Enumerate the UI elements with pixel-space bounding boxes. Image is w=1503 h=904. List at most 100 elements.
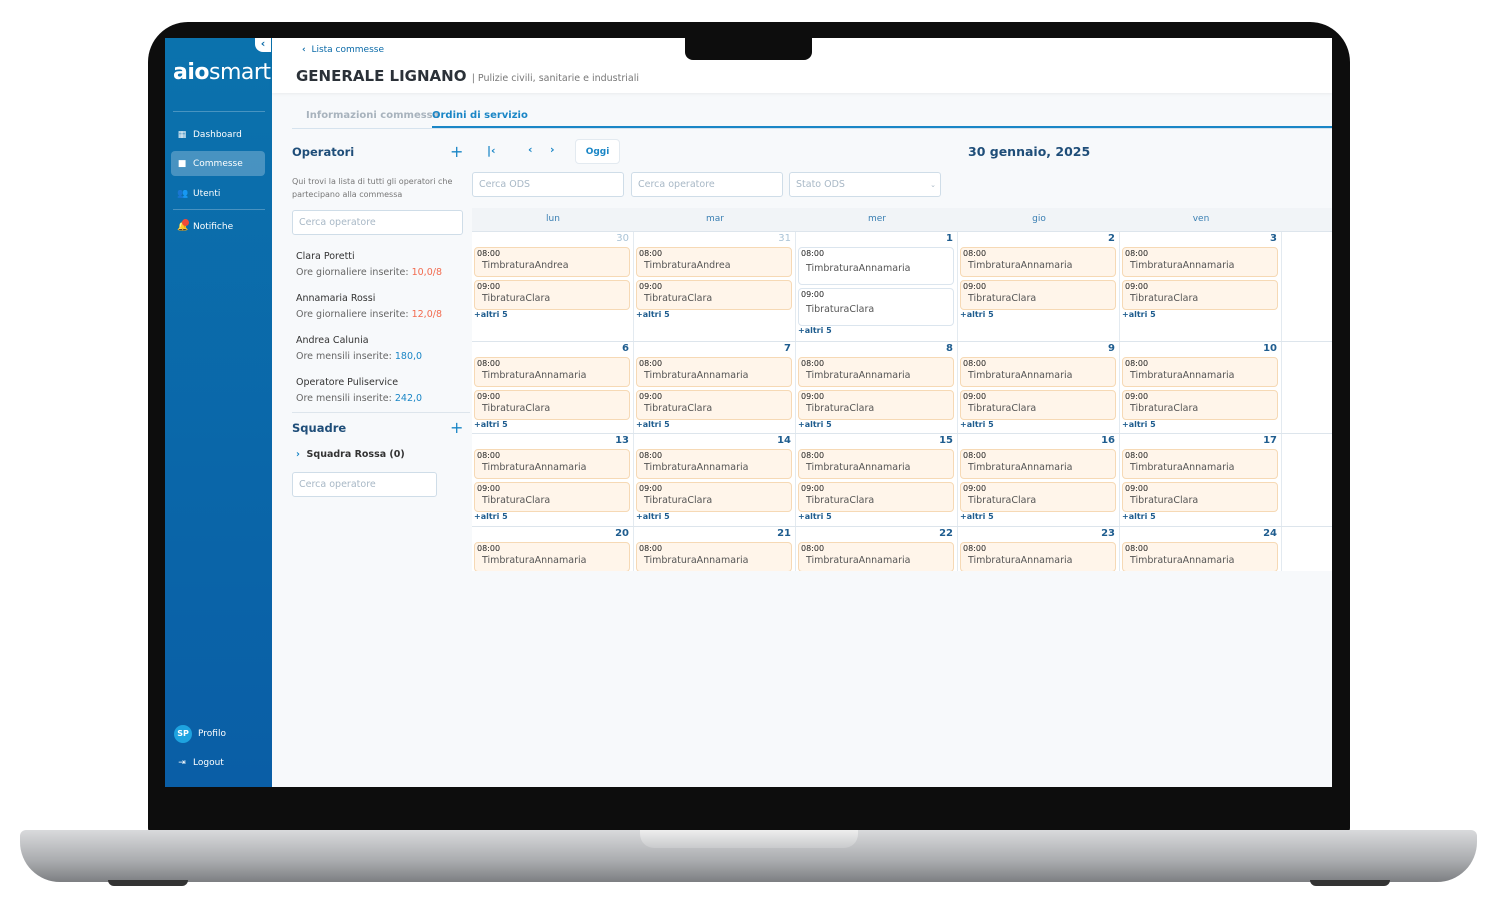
calendar-event[interactable]: 08:00 TimbraturaAndrea — [474, 247, 630, 277]
calendar-day-cell[interactable]: 31 08:00 TimbraturaAndrea 09:00 TibraturaCla… — [634, 232, 796, 341]
calendar-event[interactable]: 09:00 TibraturaClara — [474, 390, 630, 420]
more-events-link[interactable]: +altri 5 — [798, 420, 832, 429]
sidebar-item-commesse[interactable]: ■ Commesse — [171, 151, 265, 176]
calendar-event[interactable]: 08:00 TimbraturaAndrea — [636, 247, 792, 277]
calendar-event[interactable]: 09:00 TibraturaClara — [960, 390, 1116, 420]
calendar-day-cell[interactable]: 9 08:00 TimbraturaAnnamaria 09:00 TibraturaC… — [958, 342, 1120, 433]
calendar-day-cell[interactable]: 1 08:00 TimbraturaAnnamaria 09:00 TibraturaC… — [796, 232, 958, 341]
sidebar-item-dashboard[interactable]: ▦ Dashboard — [171, 122, 265, 147]
calendar-event[interactable]: 08:00 TimbraturaAnnamaria — [960, 542, 1116, 571]
operator-item[interactable]: Clara Poretti Ore giornaliere inserite: 1… — [296, 249, 442, 281]
calendar-event[interactable]: 09:00 TibraturaClara — [1122, 280, 1278, 310]
tab-ordini-di-servizio[interactable]: Ordini di servizio — [432, 110, 528, 121]
calendar-day-cell[interactable]: 20 08:00 TimbraturaAnnamaria — [472, 527, 634, 571]
more-events-link[interactable]: +altri 5 — [474, 512, 508, 521]
more-events-link[interactable]: +altri 5 — [960, 310, 994, 319]
calendar-event[interactable]: 09:00 TibraturaClara — [960, 482, 1116, 512]
calendar-event[interactable]: 09:00 TibraturaClara — [1122, 390, 1278, 420]
add-operator-button[interactable]: + — [450, 142, 464, 161]
calendar-day-cell[interactable]: 14 08:00 TimbraturaAnnamaria 09:00 Tibratura… — [634, 434, 796, 526]
chevron-left-icon[interactable]: ‹ — [255, 38, 271, 52]
calendar-event[interactable]: 08:00 TimbraturaAnnamaria — [798, 357, 954, 387]
today-button[interactable]: Oggi — [575, 139, 620, 164]
calendar-event[interactable]: 08:00 TimbraturaAnnamaria — [474, 542, 630, 571]
calendar-day-cell[interactable]: 23 08:00 TimbraturaAnnamaria — [958, 527, 1120, 571]
calendar-event[interactable]: 09:00 TibraturaClara — [798, 288, 954, 326]
ods-status-select[interactable]: Stato ODS ⌄ — [789, 172, 941, 197]
calendar-day-cell[interactable]: 13 08:00 TimbraturaAnnamaria 09:00 Tibratura… — [472, 434, 634, 526]
team-item[interactable]: › Squadra Rossa (0) — [296, 449, 405, 460]
calendar-operator-search-input[interactable]: Cerca operatore — [631, 172, 783, 197]
sidebar-item-utenti[interactable]: 👥 Utenti — [171, 181, 265, 206]
calendar-day-cell[interactable]: 15 08:00 TimbraturaAnnamaria 09:00 Tibratura… — [796, 434, 958, 526]
back-link-label: Lista commesse — [311, 45, 385, 55]
calendar-day-cell[interactable]: 8 08:00 TimbraturaAnnamaria 09:00 TibraturaC… — [796, 342, 958, 433]
more-events-link[interactable]: +altri 5 — [798, 512, 832, 521]
more-events-link[interactable]: +altri 5 — [960, 420, 994, 429]
calendar-event[interactable]: 08:00 TimbraturaAnnamaria — [636, 449, 792, 479]
calendar-event[interactable]: 08:00 TimbraturaAnnamaria — [474, 357, 630, 387]
more-events-link[interactable]: +altri 5 — [636, 310, 670, 319]
sidebar-item-notifiche[interactable]: 🔔 Notifiche — [171, 214, 265, 239]
calendar-event[interactable]: 08:00 TimbraturaAnnamaria — [636, 357, 792, 387]
add-team-button[interactable]: + — [450, 418, 464, 437]
calendar-event[interactable]: 08:00 TimbraturaAnnamaria — [960, 357, 1116, 387]
calendar-event[interactable]: 09:00 TibraturaClara — [474, 280, 630, 310]
calendar-event[interactable]: 08:00 TimbraturaAnnamaria — [960, 247, 1116, 277]
calendar-day-cell[interactable]: 2 08:00 TimbraturaAnnamaria 09:00 TibraturaC… — [958, 232, 1120, 341]
calendar-day-cell[interactable]: 17 08:00 TimbraturaAnnamaria 09:00 Tibratura… — [1120, 434, 1282, 526]
event-label: TimbraturaAnnamaria — [968, 555, 1073, 566]
more-events-link[interactable]: +altri 5 — [474, 420, 508, 429]
calendar-event[interactable]: 08:00 TimbraturaAnnamaria — [798, 449, 954, 479]
operator-item[interactable]: Operatore Puliservice Ore mensili inserit… — [296, 375, 422, 407]
profile-link[interactable]: SP Profilo — [171, 721, 265, 746]
more-events-link[interactable]: +altri 5 — [636, 512, 670, 521]
operator-item[interactable]: Andrea Calunia Ore mensili inserite: 180,… — [296, 333, 422, 365]
more-events-link[interactable]: +altri 5 — [1122, 420, 1156, 429]
operator-search-input[interactable]: Cerca operatore — [292, 210, 463, 235]
calendar-event[interactable]: 09:00 TibraturaClara — [636, 280, 792, 310]
calendar-day-cell[interactable]: 24 08:00 TimbraturaAnnamaria — [1120, 527, 1282, 571]
calendar-day-cell[interactable]: 6 08:00 TimbraturaAnnamaria 09:00 TibraturaC… — [472, 342, 634, 433]
calendar-event[interactable]: 09:00 TibraturaClara — [636, 482, 792, 512]
tab-informazioni-commessa[interactable]: Informazioni commessa — [306, 110, 440, 121]
calendar-event[interactable]: 08:00 TimbraturaAnnamaria — [1122, 542, 1278, 571]
ods-search-input[interactable]: Cerca ODS — [472, 172, 624, 197]
more-events-link[interactable]: +altri 5 — [798, 326, 832, 335]
calendar-day-cell[interactable]: 22 08:00 TimbraturaAnnamaria — [796, 527, 958, 571]
calendar-event[interactable]: 08:00 TimbraturaAnnamaria — [1122, 357, 1278, 387]
calendar-event[interactable]: 08:00 TimbraturaAnnamaria — [798, 542, 954, 571]
calendar-event[interactable]: 08:00 TimbraturaAnnamaria — [1122, 449, 1278, 479]
logout-button[interactable]: ⇥ Logout — [171, 750, 265, 775]
operator-name: Annamaria Rossi — [296, 293, 376, 304]
first-page-button[interactable]: |‹ — [487, 144, 496, 157]
calendar-event[interactable]: 08:00 TimbraturaAnnamaria — [636, 542, 792, 571]
calendar-event[interactable]: 08:00 TimbraturaAnnamaria — [1122, 247, 1278, 277]
calendar-event[interactable]: 09:00 TibraturaClara — [798, 390, 954, 420]
team-operator-search-input[interactable]: Cerca operatore — [292, 472, 437, 497]
more-events-link[interactable]: +altri 5 — [636, 420, 670, 429]
calendar-day-cell[interactable]: 3 08:00 TimbraturaAnnamaria 09:00 TibraturaC… — [1120, 232, 1282, 341]
back-link[interactable]: ‹ Lista commesse — [302, 45, 384, 55]
prev-button[interactable]: ‹ — [528, 143, 533, 156]
calendar-event[interactable]: 09:00 TibraturaClara — [474, 482, 630, 512]
more-events-link[interactable]: +altri 5 — [1122, 310, 1156, 319]
calendar-event[interactable]: 09:00 TibraturaClara — [960, 280, 1116, 310]
calendar-day-cell[interactable]: 7 08:00 TimbraturaAnnamaria 09:00 TibraturaC… — [634, 342, 796, 433]
calendar-day-cell[interactable]: 16 08:00 TimbraturaAnnamaria 09:00 Tibratura… — [958, 434, 1120, 526]
calendar-day-cell[interactable]: 30 08:00 TimbraturaAndrea 09:00 TibraturaCla… — [472, 232, 634, 341]
calendar-event[interactable]: 08:00 TimbraturaAnnamaria — [798, 247, 954, 285]
next-button[interactable]: › — [550, 143, 555, 156]
calendar-event[interactable]: 09:00 TibraturaClara — [1122, 482, 1278, 512]
calendar-event[interactable]: 09:00 TibraturaClara — [636, 390, 792, 420]
more-events-link[interactable]: +altri 5 — [960, 512, 994, 521]
more-events-link[interactable]: +altri 5 — [474, 310, 508, 319]
calendar-event[interactable]: 08:00 TimbraturaAnnamaria — [960, 449, 1116, 479]
calendar-event[interactable]: 09:00 TibraturaClara — [798, 482, 954, 512]
event-label: TimbraturaAnnamaria — [482, 462, 587, 473]
calendar-day-cell[interactable]: 21 08:00 TimbraturaAnnamaria — [634, 527, 796, 571]
calendar-event[interactable]: 08:00 TimbraturaAnnamaria — [474, 449, 630, 479]
more-events-link[interactable]: +altri 5 — [1122, 512, 1156, 521]
calendar-day-cell[interactable]: 10 08:00 TimbraturaAnnamaria 09:00 Tibratura… — [1120, 342, 1282, 433]
operator-item[interactable]: Annamaria Rossi Ore giornaliere inserite:… — [296, 291, 442, 323]
